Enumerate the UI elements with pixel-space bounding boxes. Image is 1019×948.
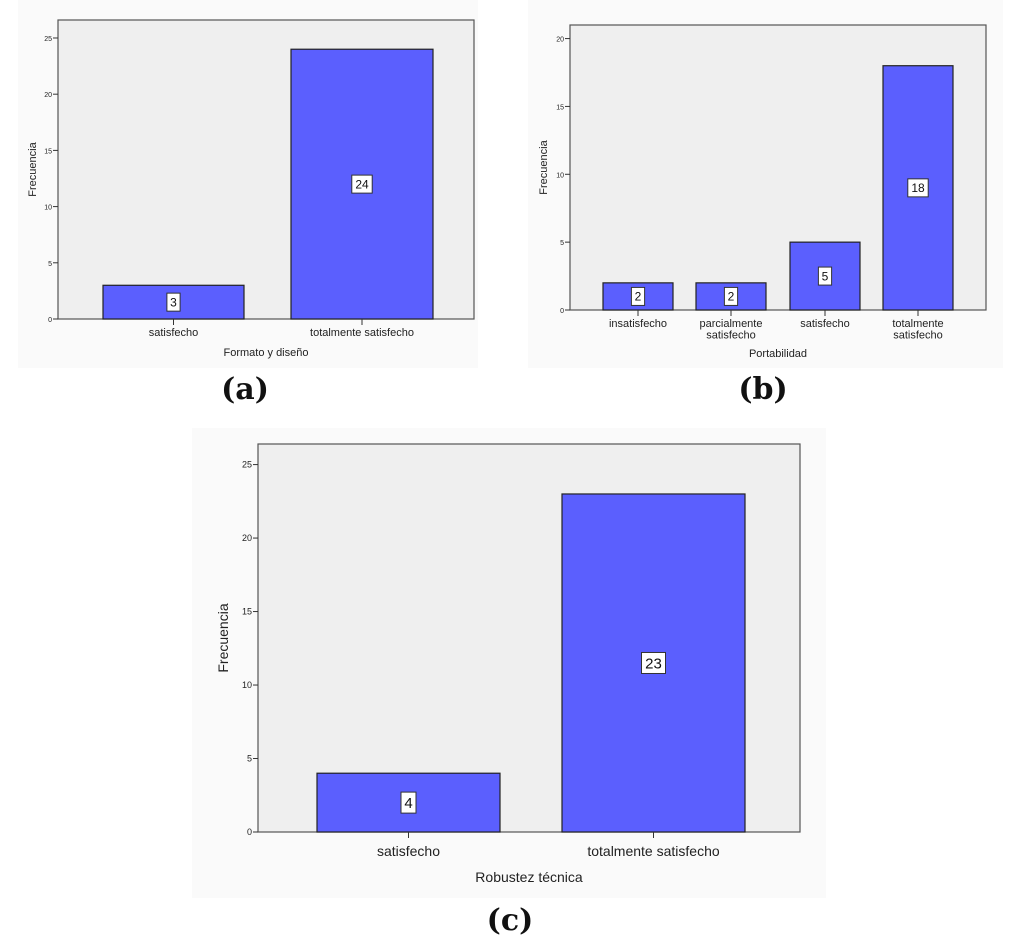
y-tick-label: 0 (48, 317, 52, 324)
y-tick-label: 15 (556, 104, 564, 111)
data-label-box (907, 178, 929, 198)
data-label-box (400, 791, 417, 814)
y-axis-label: Frecuencia (27, 141, 39, 196)
caption-c: (c) (486, 903, 534, 938)
x-axis-label: Portabilidad (749, 348, 807, 360)
y-tick-label: 20 (556, 37, 564, 44)
x-tick-label: totalmente satisfecho (310, 327, 414, 339)
y-tick-label: 5 (48, 261, 52, 268)
y-tick-label: 5 (560, 240, 564, 247)
data-label-box (630, 286, 646, 306)
caption-b: (b) (738, 372, 788, 407)
data-label: 23 (645, 655, 662, 672)
y-tick-label: 0 (247, 827, 252, 837)
y-tick-label: 10 (44, 205, 52, 212)
chart-0: 0 5 10 15 20 25 3 satisfecho 24 totalmente satisf… (18, 0, 478, 368)
y-tick-label: 20 (242, 533, 252, 543)
x-tick-label: satisfecho (377, 843, 440, 859)
y-tick-label: 25 (44, 36, 52, 43)
y-tick-label: 15 (242, 607, 252, 617)
x-tick-label: satisfecho (800, 318, 850, 330)
data-label: 24 (355, 177, 369, 191)
x-tick-label: satisfecho (149, 327, 199, 339)
y-axis-label: Frecuencia (538, 139, 550, 194)
data-label-box (641, 651, 666, 674)
x-tick-label: totalmente satisfecho (587, 843, 720, 859)
chart-1: 0 5 10 15 20 2 insatisfecho 2 parcialmente satisf… (528, 0, 1003, 368)
y-tick-label: 15 (44, 148, 52, 155)
y-tick-label: 20 (44, 92, 52, 99)
data-label: 2 (728, 290, 735, 304)
y-axis-label: Frecuencia (215, 603, 231, 672)
data-label: 3 (170, 295, 177, 309)
x-axis-label: Robustez técnica (475, 869, 583, 885)
data-label: 2 (635, 290, 642, 304)
data-label-box (351, 174, 373, 194)
y-tick-label: 0 (560, 308, 564, 315)
data-label-box (723, 286, 739, 306)
data-label-box (166, 292, 181, 312)
data-label: 5 (822, 269, 829, 283)
y-tick-label: 10 (556, 172, 564, 179)
data-label-box (817, 266, 833, 286)
y-tick-label: 10 (242, 680, 252, 690)
chart-2: 0 5 10 15 20 25 4 satisfecho 23 totalmente satisf… (192, 428, 826, 898)
caption-a: (a) (221, 372, 269, 407)
data-label: 4 (404, 795, 412, 812)
x-axis-label: Formato y diseño (224, 347, 309, 359)
data-label: 18 (911, 181, 925, 195)
y-tick-label: 5 (247, 754, 252, 764)
y-tick-label: 25 (242, 460, 252, 470)
x-tick-label: totalmente satisfecho (892, 318, 943, 342)
x-tick-label: parcialmente satisfecho (700, 318, 763, 342)
x-tick-label: insatisfecho (609, 318, 667, 330)
